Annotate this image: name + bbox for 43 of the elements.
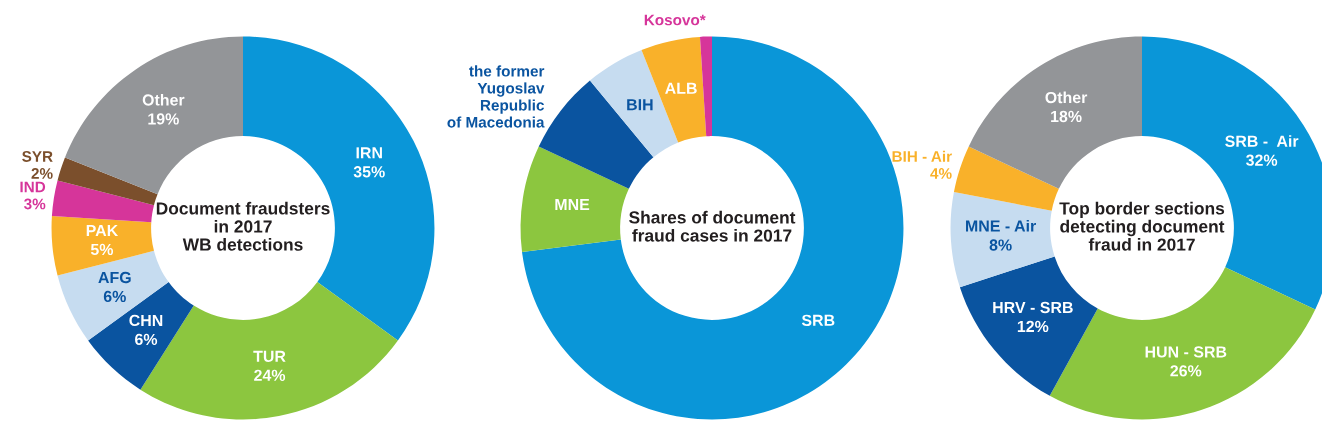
slice-label: IND: [20, 181, 46, 193]
donut-slice: [57, 157, 158, 206]
text: Shares of document fraud cases in 2017: [629, 210, 796, 242]
slice-label: TUR: [253, 350, 286, 362]
slice-label: BIH - Air: [892, 150, 952, 162]
slice-label: SYR: [22, 151, 53, 162]
donut-slice: [51, 180, 154, 223]
data-label: 3%: [24, 198, 46, 210]
text: Document fraudsters in 2017 WB detections: [156, 201, 330, 251]
slice-label: PAK: [86, 225, 119, 236]
data-label: 6%: [135, 333, 158, 346]
data-label: 26%: [1170, 365, 1202, 377]
slice-label: BIH: [627, 99, 653, 111]
slice-label: Kosovo*: [644, 14, 706, 26]
slice-label: AFG: [98, 271, 131, 284]
slice-label: HRV - SRB: [993, 301, 1073, 314]
data-label: 24%: [254, 369, 286, 381]
slice-label: the former Yugoslav Republic of Macedonia: [447, 65, 545, 128]
slice-label: MNE: [555, 198, 590, 210]
slice-label: SRB: [801, 314, 835, 326]
data-label: 8%: [989, 239, 1012, 251]
data-label: 32%: [1246, 154, 1278, 166]
slice-label: SRB - Air: [1225, 135, 1299, 147]
data-label: 2%: [31, 168, 53, 179]
slice-label: MNE - Air: [966, 219, 1036, 232]
data-label: 18%: [1051, 110, 1082, 123]
donut-slice: [64, 36, 243, 195]
data-label: 19%: [148, 113, 179, 125]
slice-label: HUN - SRB: [1145, 346, 1227, 358]
donut-slice: [699, 36, 712, 137]
data-label: 6%: [103, 290, 126, 303]
slice-label: Other: [1045, 91, 1088, 104]
slice-label: IRN: [356, 147, 382, 159]
data-label: 4%: [930, 168, 952, 179]
text: Top border sections detecting document fraud in 2017: [1059, 201, 1225, 251]
data-label: 12%: [1017, 320, 1049, 333]
data-label: 35%: [353, 166, 385, 178]
slice-label: CHN: [129, 314, 163, 327]
slice-label: Other: [142, 93, 185, 106]
data-label: 5%: [90, 243, 114, 256]
slice-label: ALB: [665, 82, 697, 94]
donut-slice: [520, 146, 629, 252]
donut-slice: [88, 282, 194, 390]
